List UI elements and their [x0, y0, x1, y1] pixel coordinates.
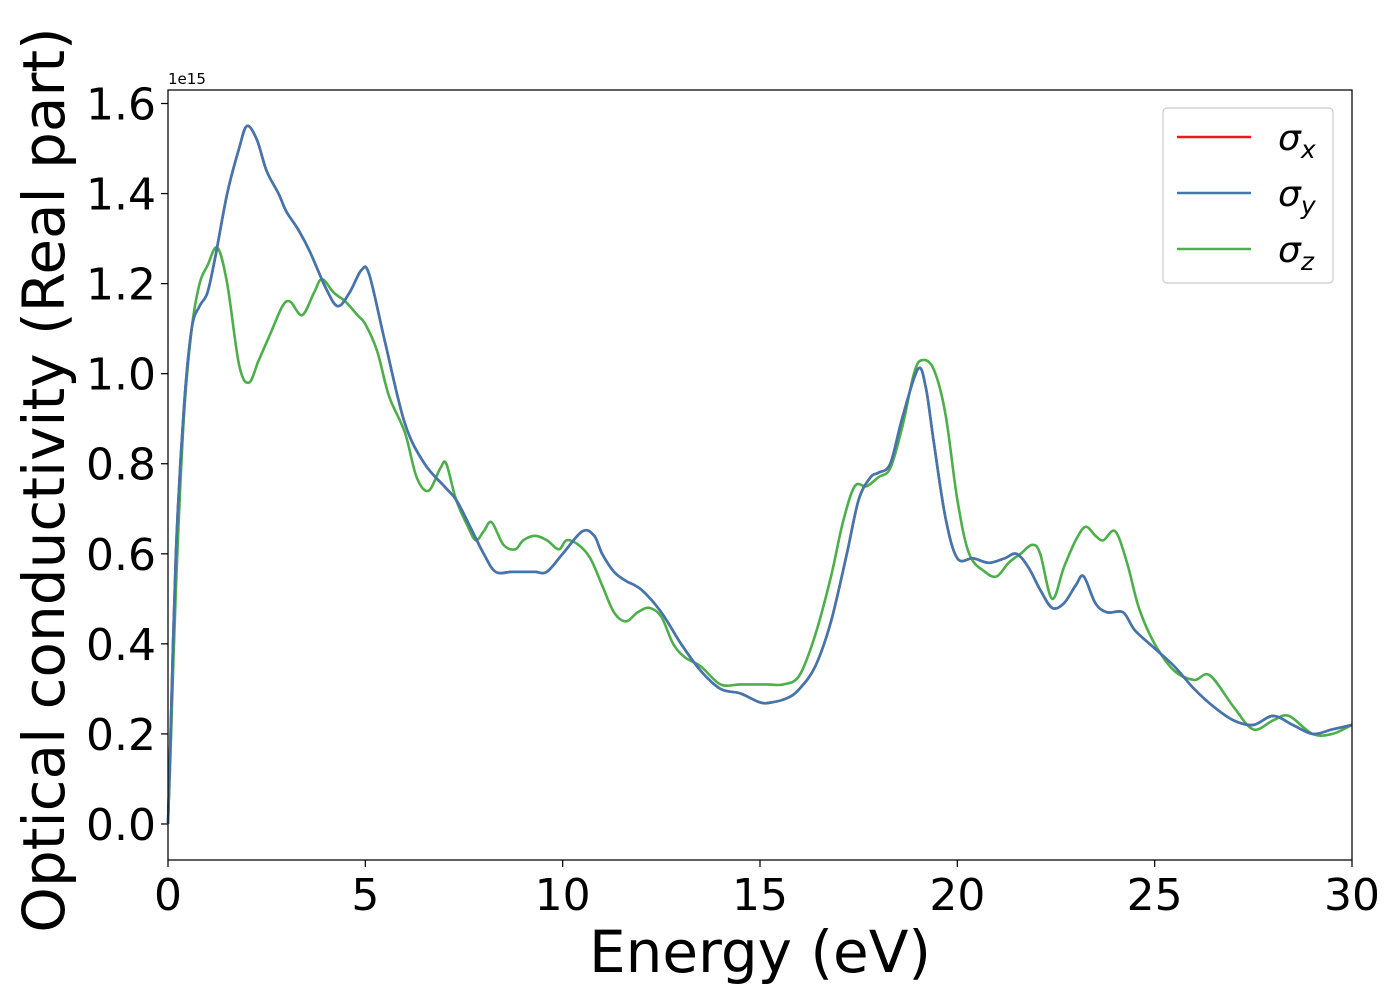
y-tick-label-3: 0.6 [86, 530, 156, 581]
x-axis-label: Energy (eV) [589, 918, 931, 986]
legend-box [1162, 107, 1334, 284]
y-tick-label-5: 1.0 [86, 350, 156, 401]
y-axis-label: Optical conductivity (Real part) [10, 27, 78, 932]
y-tick-label-4: 0.8 [86, 440, 156, 491]
legend-label-sigma-z: σz [1278, 230, 1315, 276]
x-tick-label-4: 20 [929, 870, 985, 921]
y-tick-label-8: 1.6 [86, 80, 156, 131]
axes-layer: 0 5 10 15 20 25 30 0.0 0.2 0.4 0.6 0.8 1.0 1.2 1.4 1.6 [86, 80, 1380, 921]
x-tick-label-6: 30 [1324, 870, 1380, 921]
x-tick-label-1: 5 [351, 870, 379, 921]
series-line-sigma-y [166, 124, 1353, 825]
x-tick-label-5: 25 [1127, 870, 1183, 921]
legend-label-sigma-x: σx [1278, 118, 1316, 164]
legend: σx σy σz [1162, 107, 1334, 284]
y-tick-label-7: 1.4 [86, 170, 156, 221]
x-tick-label-3: 15 [732, 870, 788, 921]
y-tick-label-1: 0.2 [86, 710, 156, 761]
plot-frame [167, 89, 1353, 861]
series-line-sigma-z [166, 245, 1353, 825]
y-tick-label-0: 0.0 [86, 800, 156, 851]
series-layer [166, 124, 1353, 825]
y-tick-label-2: 0.4 [86, 620, 156, 671]
y-tick-label-6: 1.2 [86, 260, 156, 311]
y-offset-text: 1e15 [168, 70, 206, 88]
legend-label-sigma-y: σy [1278, 174, 1317, 220]
x-tick-label-2: 10 [535, 870, 591, 921]
x-tick-label-0: 0 [154, 870, 182, 921]
